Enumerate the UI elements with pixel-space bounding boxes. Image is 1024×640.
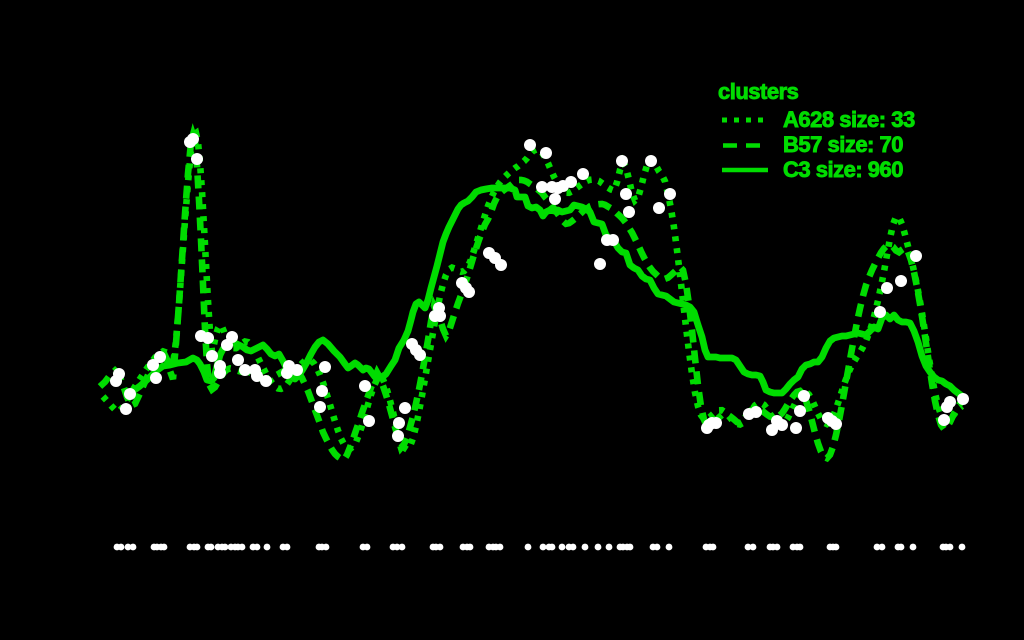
svg-text:C3 size: 960: C3 size: 960 (783, 157, 903, 182)
svg-text:clusters: clusters (718, 79, 799, 104)
svg-text:B57 size: 70: B57 size: 70 (783, 132, 903, 157)
svg-text:A628 size: 33: A628 size: 33 (783, 107, 915, 132)
